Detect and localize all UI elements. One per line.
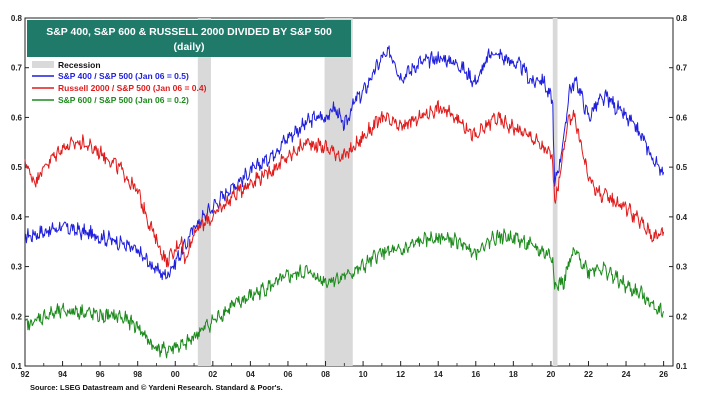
series-line-sp400 [24,45,665,281]
legend-label-sp400: S&P 400 / S&P 500 (Jan 06 = 0.5) [58,71,189,81]
y-tick-label-right: 0.1 [676,362,688,371]
legend-recession-label: Recession [58,60,101,70]
title-background [27,20,351,57]
legend-label-sp600: S&P 600 / S&P 500 (Jan 06 = 0.2) [58,95,189,105]
chart-title: S&P 400, S&P 600 & RUSSELL 2000 DIVIDED … [46,26,332,38]
y-tick-label-left: 0.6 [11,113,23,122]
recession-bands [197,18,558,366]
x-tick-label: 10 [359,370,368,379]
y-tick-label-right: 0.3 [676,263,688,272]
series-line-russell2000 [24,100,665,268]
y-tick-label-right: 0.8 [676,14,688,23]
source-note: Source: LSEG Datastream and © Yardeni Re… [30,383,283,392]
series-lines [24,45,665,359]
x-tick-label: 96 [96,370,105,379]
legend: Recession S&P 400 / S&P 500 (Jan 06 = 0.… [32,60,207,105]
x-tick-label: 00 [171,370,180,379]
y-tick-label-left: 0.3 [11,263,23,272]
x-tick-label: 02 [208,370,217,379]
y-tick-label-left: 0.4 [11,213,23,222]
x-tick-label: 20 [546,370,555,379]
x-tick-label: 06 [284,370,293,379]
y-tick-label-right: 0.5 [676,163,688,172]
x-tick-label: 26 [659,370,668,379]
x-tick-label: 94 [58,370,67,379]
recession-band-1 [324,18,353,366]
x-tick-label: 98 [133,370,142,379]
y-tick-label-right: 0.4 [676,213,688,222]
x-tick-label: 14 [434,370,443,379]
recession-band-2 [552,18,558,366]
x-tick-label: 04 [246,370,255,379]
y-tick-label-right: 0.2 [676,312,688,321]
x-tick-label: 18 [509,370,518,379]
y-tick-label-left: 0.7 [11,64,23,73]
axis-ticks: 0.1 0.1 0.2 0.2 0.3 0.3 0.4 0.4 0.5 0.5 0.6 0.6 0.7 0… [11,14,688,379]
title-banner: S&P 400, S&P 600 & RUSSELL 2000 DIVIDED … [27,20,351,57]
x-tick-label: 92 [21,370,30,379]
x-tick-label: 12 [396,370,405,379]
y-tick-label-left: 0.8 [11,14,23,23]
y-tick-label-right: 0.7 [676,64,688,73]
recession-band-0 [197,18,211,366]
x-tick-label: 16 [471,370,480,379]
x-tick-label: 08 [321,370,330,379]
y-tick-label-right: 0.6 [676,113,688,122]
chart-subtitle: (daily) [174,41,205,53]
series-line-sp600 [24,228,665,359]
x-tick-label: 22 [584,370,593,379]
legend-label-russell2000: Russell 2000 / S&P 500 (Jan 06 = 0.4) [58,83,207,93]
y-tick-label-left: 0.1 [11,362,23,371]
y-tick-label-left: 0.2 [11,312,23,321]
y-tick-label-left: 0.5 [11,163,23,172]
x-tick-label: 24 [622,370,631,379]
legend-recession-swatch [32,61,54,68]
